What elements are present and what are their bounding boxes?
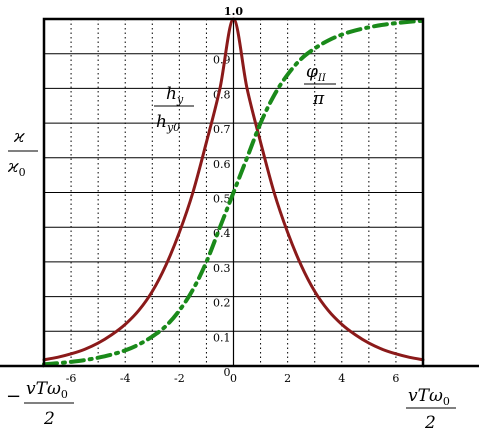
x-right-label: vTω0 2 <box>406 386 456 433</box>
y-tick-label: 0.9 <box>213 54 231 67</box>
y-tick-label: 0 <box>224 366 231 379</box>
grid-lines <box>44 19 423 366</box>
y-tick-label: 0.1 <box>213 331 231 344</box>
y-axis-label-num: ϰ <box>13 127 25 147</box>
series-line-1 <box>42 18 425 367</box>
x-left-label-sign: − <box>6 386 21 407</box>
x-tick-label: 6 <box>392 372 399 385</box>
series-label-hy: hy hy0 <box>154 84 194 134</box>
x-tick-label: -2 <box>174 372 185 385</box>
y-tick-label: 0.8 <box>213 88 231 101</box>
y-axis-label-den: ϰ0 <box>7 157 26 179</box>
y-tick-label: 0.2 <box>213 297 231 310</box>
x-tick-label: 4 <box>338 372 345 385</box>
y-tick-label: 0.7 <box>213 123 231 136</box>
x-tick-label: 0 <box>230 372 237 385</box>
series-label-hy-den: hy0 <box>156 112 180 134</box>
x-tick-label: -6 <box>66 372 77 385</box>
series-label-phi: φII π <box>304 62 336 109</box>
series-label-hy-num: hy <box>166 84 184 106</box>
series-label-phi-den: π <box>312 89 325 109</box>
x-right-label-num: vTω0 <box>408 386 450 408</box>
y-tick-label: 0.6 <box>213 158 231 171</box>
y-axis-label: ϰ ϰ0 <box>7 127 38 179</box>
plot-frame <box>42 17 425 368</box>
x-left-label: − vTω0 2 <box>6 379 74 429</box>
x-tick-label: -4 <box>120 372 131 385</box>
x-right-label-den: 2 <box>424 413 436 433</box>
x-tick-label: 2 <box>284 372 291 385</box>
y-tick-label: 0.5 <box>213 193 231 206</box>
x-left-label-num: vTω0 <box>26 379 68 401</box>
x-left-label-den: 2 <box>43 409 55 429</box>
series-label-phi-num: φII <box>306 62 327 84</box>
y-tick-label: 0.3 <box>213 262 231 275</box>
y-tick-label: 1.0 <box>224 5 243 18</box>
